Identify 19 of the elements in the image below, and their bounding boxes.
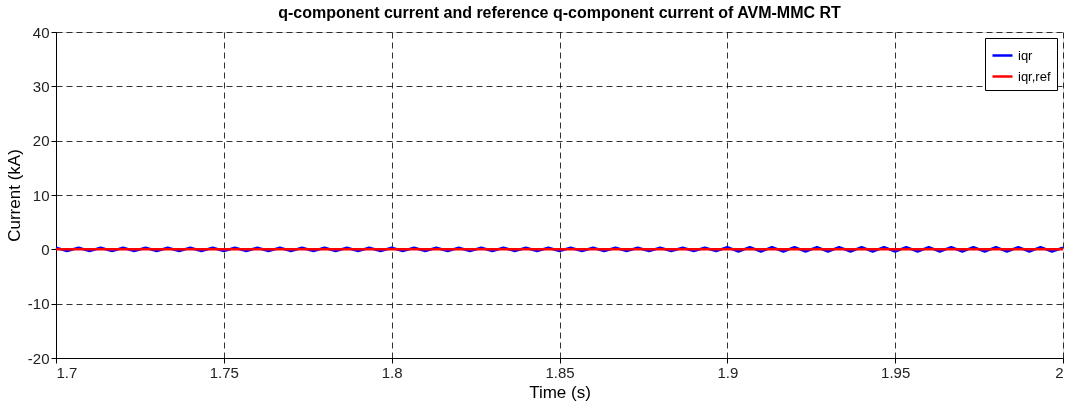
x-tick-label: 1.75 [209,363,239,381]
x-tick-label: 2 [1055,363,1064,381]
y-axis-title: Current (kA) [4,149,24,242]
y-tick-label: -20 [27,349,50,367]
x-tick-label: 1.95 [881,363,911,381]
x-tick-label: 1.8 [381,363,403,381]
x-tick-label: 1.85 [545,363,575,381]
legend-label: iqr [1018,47,1034,63]
y-tick-label: 0 [41,240,50,258]
y-tick-label: -10 [27,295,50,313]
x-tick-label: 1.7 [56,363,78,381]
legend-label: iqr,ref [1018,68,1051,84]
y-tick-label: 20 [32,132,50,150]
x-axis-title: Time (s) [529,382,591,402]
y-tick-label: 30 [32,77,50,95]
y-tick-label: 40 [32,23,50,41]
x-tick-label: 1.9 [717,363,739,381]
y-tick-label: 10 [32,186,50,204]
chart-title: q-component current and reference q-component current of AVM-MMC RT [278,4,842,21]
